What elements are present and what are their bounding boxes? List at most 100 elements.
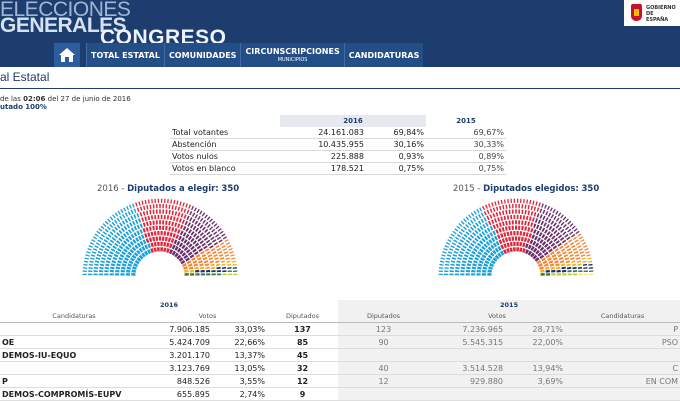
seat: [508, 209, 511, 214]
seat: [231, 257, 236, 260]
seat: [114, 212, 119, 217]
seat: [477, 266, 482, 270]
home-button[interactable]: [54, 43, 80, 67]
seat: [488, 220, 492, 226]
seat: [561, 266, 566, 270]
seat: [112, 245, 117, 250]
seat: [494, 254, 500, 260]
seat: [562, 251, 567, 255]
seat: [445, 242, 451, 246]
seat: [547, 212, 552, 217]
nav-municipios[interactable]: MUNICIPIOS: [277, 57, 308, 63]
seat: [139, 240, 144, 246]
seat: [211, 228, 216, 233]
seat: [549, 207, 553, 212]
table-row[interactable]: P 848.526 3,55% 12 12 929.880 3,69% EN COM: [0, 374, 680, 388]
seat: [454, 270, 460, 273]
nav-circunscripciones[interactable]: CIRCUNSCRIPCIONES MUNICIPIOS: [240, 43, 344, 67]
seat: [107, 254, 113, 258]
seat: [233, 273, 238, 276]
table-row[interactable]: DEMOS-IU-EQUO 3.201.170 13,37% 45: [0, 348, 680, 362]
seat: [525, 215, 529, 221]
seat: [91, 251, 97, 254]
seat: [495, 212, 499, 217]
seat: [555, 263, 560, 267]
seat: [460, 248, 466, 252]
seat: [566, 236, 571, 241]
seat: [500, 199, 503, 205]
seat: [530, 222, 534, 227]
seat: [508, 236, 512, 242]
seat: [492, 249, 497, 255]
seat: [90, 254, 96, 257]
seat: [556, 269, 561, 273]
seat: [182, 232, 187, 237]
seat: [104, 273, 109, 276]
seat: [123, 248, 128, 253]
seat: [551, 273, 556, 276]
seat: [184, 220, 188, 226]
seat: [150, 242, 154, 248]
table-row[interactable]: 3.123.769 13,05% 32 40 3.514.528 13,94% C: [0, 361, 680, 375]
seat: [127, 263, 133, 267]
seat: [158, 236, 162, 241]
seat: [190, 223, 194, 229]
seat: [516, 231, 519, 236]
seat: [187, 222, 191, 227]
seat: [438, 270, 443, 272]
seat: [569, 231, 574, 235]
seat: [569, 241, 575, 246]
seat: [579, 251, 585, 254]
table-row[interactable]: OE 5.424.709 22,66% 85 90 5.545.315 22,00% PSO: [0, 335, 680, 349]
seat: [209, 226, 214, 231]
seat: [532, 240, 537, 246]
main-nav: TOTAL ESTATAL COMUNIDADES CIRCUNSCRIPCIO…: [86, 43, 424, 67]
seat: [205, 269, 211, 273]
seat: [181, 262, 187, 267]
seat: [479, 207, 483, 212]
nav-total-estatal[interactable]: TOTAL ESTATAL: [86, 43, 164, 67]
seat: [201, 226, 206, 231]
seat: [109, 231, 114, 236]
table-row[interactable]: 7.906.185 33,03% 137 123 7.236.965 28,71% P: [0, 322, 680, 336]
seat: [106, 226, 111, 231]
seat: [545, 217, 549, 222]
seat: [573, 250, 579, 254]
seat: [162, 220, 165, 225]
seat: [444, 267, 449, 269]
seat: [450, 233, 455, 237]
seat: [475, 253, 481, 258]
seat: [152, 236, 156, 242]
col-votos[interactable]: Votos: [148, 310, 267, 323]
seat: [146, 210, 149, 215]
seat: [162, 209, 165, 214]
col-diputados[interactable]: Diputados: [267, 310, 339, 323]
seat: [98, 273, 104, 276]
col-votos-2015[interactable]: Votos: [429, 310, 566, 323]
nav-candidaturas[interactable]: CANDIDATURAS: [343, 43, 424, 67]
seat: [471, 266, 477, 270]
seat: [180, 213, 184, 218]
col-candidaturas-2015[interactable]: Candidaturas: [565, 310, 680, 323]
col-diputados-2015[interactable]: Diputados: [338, 310, 430, 323]
col-candidaturas[interactable]: Candidaturas: [0, 310, 148, 323]
seat: [533, 229, 537, 234]
seat: [211, 239, 217, 243]
seat: [103, 251, 108, 255]
seat: [451, 257, 457, 260]
seat: [115, 269, 120, 273]
seat: [154, 214, 157, 220]
seat: [163, 231, 167, 236]
seat: [528, 216, 532, 221]
seat: [216, 247, 222, 252]
nav-comunidades[interactable]: COMUNIDADES: [163, 43, 241, 67]
seat: [152, 225, 155, 231]
table-row[interactable]: DEMOS-COMPROMÍS-EUPV 655.895 2,74% 9: [0, 387, 680, 401]
gobierno-logo[interactable]: GOBIERNO DE ESPAÑA: [624, 0, 680, 26]
seat: [581, 242, 587, 246]
seat: [570, 257, 575, 261]
seat: [107, 242, 113, 246]
seat: [142, 239, 147, 245]
seat: [539, 246, 545, 252]
seat: [127, 235, 133, 241]
